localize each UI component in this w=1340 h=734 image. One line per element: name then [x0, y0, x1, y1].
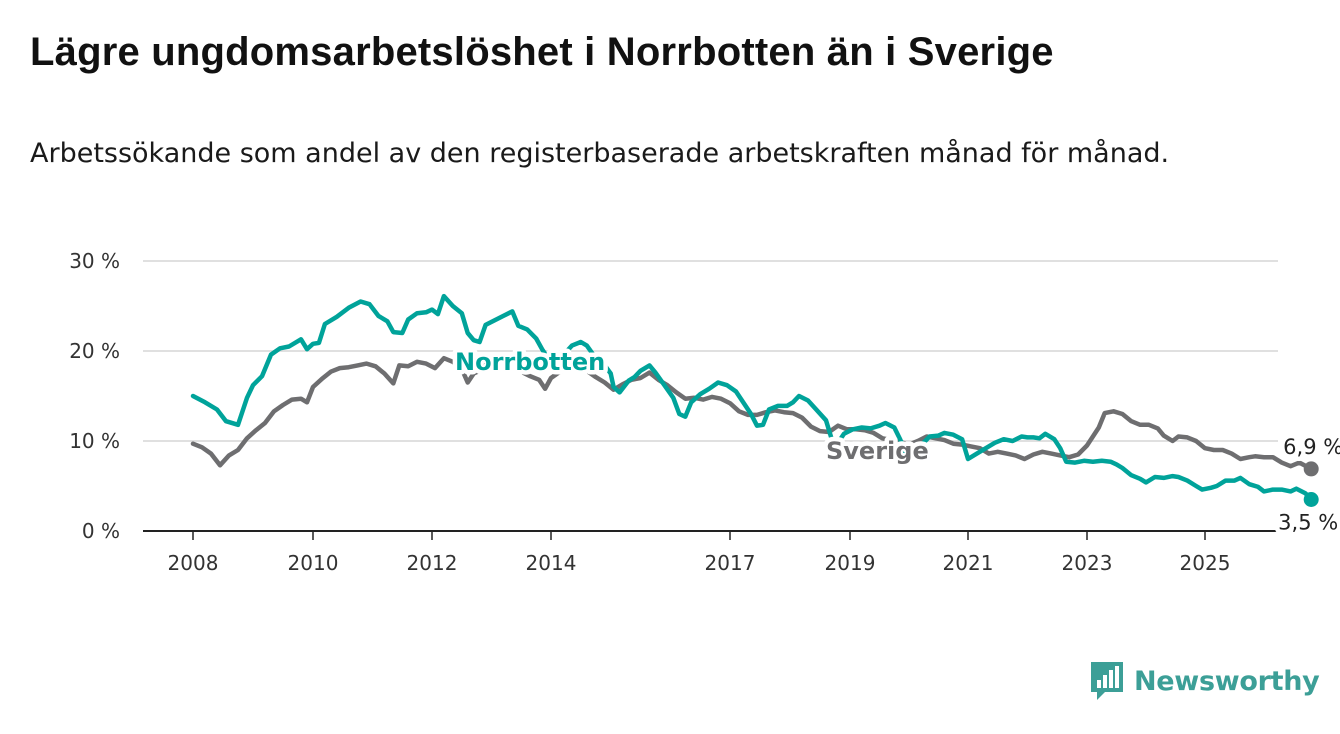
- x-tick-label: 2010: [288, 551, 339, 575]
- y-tick-label: 30 %: [69, 249, 120, 273]
- chart-subtitle: Arbetssökande som andel av den registerb…: [30, 138, 1170, 169]
- x-tick-label: 2012: [407, 551, 458, 575]
- series-label-sverige-halo: Sverige: [826, 437, 929, 465]
- series-label-norrbotten: Norrbotten: [455, 348, 605, 376]
- end-label-sverige: 6,9 %: [1283, 435, 1340, 459]
- end-label-norrbotten: 3,5 %: [1278, 511, 1338, 535]
- series-label-sverige: Sverige: [826, 437, 929, 465]
- end-label-norrbotten-halo: 3,5 %: [1278, 511, 1338, 535]
- x-tick-label: 2014: [526, 551, 577, 575]
- series-line-sverige: [190, 355, 1314, 472]
- x-tick-label: 2025: [1180, 551, 1231, 575]
- series-lines: [190, 293, 1319, 507]
- series-line-norrbotten: [190, 293, 1314, 502]
- y-tick-label: 20 %: [69, 339, 120, 363]
- end-point-norrbotten: [1303, 492, 1319, 507]
- chart-title: Lägre ungdomsarbetslöshet i Norrbotten ä…: [30, 30, 1054, 74]
- end-label-sverige-halo: 6,9 %: [1283, 435, 1340, 459]
- y-tick-label: 0 %: [82, 519, 120, 543]
- x-tick-label: 2023: [1062, 551, 1113, 575]
- series-label-norrbotten-halo: Norrbotten: [455, 348, 605, 376]
- x-tick-label: 2019: [825, 551, 876, 575]
- y-axis-ticks: 0 % 10 % 20 % 30 %: [69, 249, 120, 543]
- x-tick-label: 2008: [168, 551, 219, 575]
- brand-name: Newsworthy: [1134, 665, 1320, 697]
- y-tick-label: 10 %: [69, 429, 120, 453]
- newsworthy-logo: Newsworthy: [1089, 660, 1320, 702]
- x-axis-ticks: 2008 2010 2012 2014 2017 2019 2021 2023 2025: [168, 531, 1231, 575]
- x-tick-label: 2017: [705, 551, 756, 575]
- newsworthy-logo-icon: [1091, 662, 1123, 700]
- end-point-sverige: [1303, 461, 1319, 477]
- x-tick-label: 2021: [943, 551, 994, 575]
